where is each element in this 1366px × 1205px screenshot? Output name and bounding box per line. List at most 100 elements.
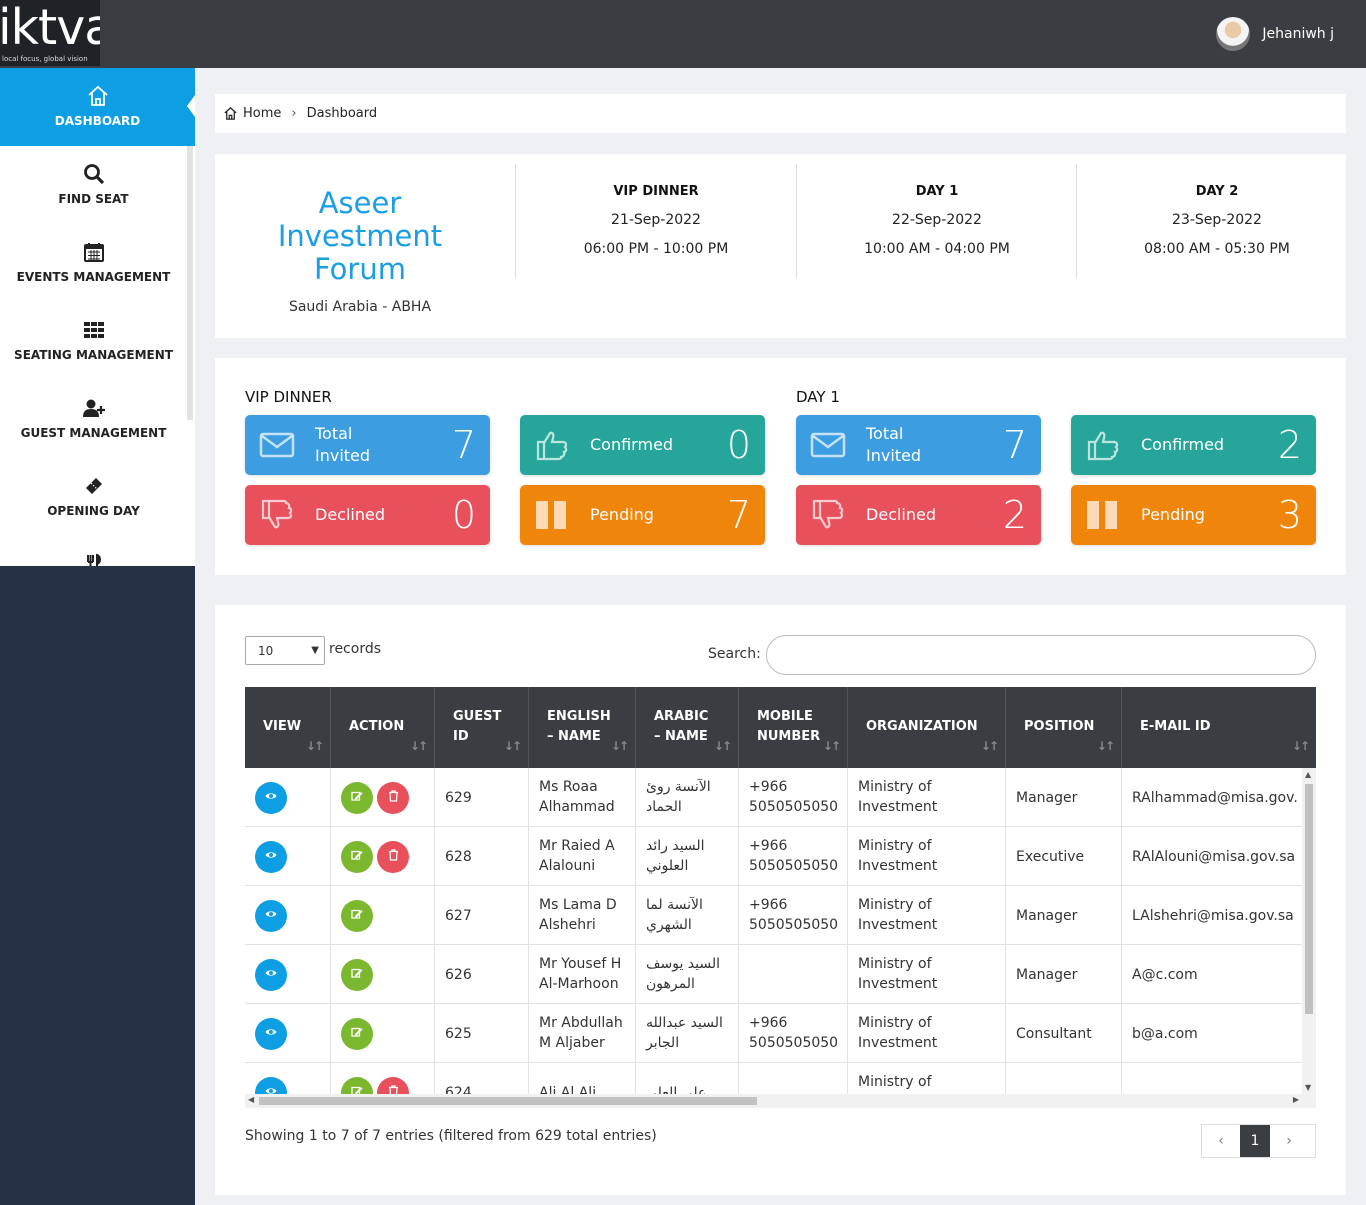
- edit-icon: [351, 850, 363, 860]
- column-header-position[interactable]: POSITION ↓↑: [1006, 687, 1122, 768]
- sidebar-item-seating-management[interactable]: SEATING MANAGEMENT: [0, 302, 187, 380]
- table-row: 626 Mr Yousef H Al-Marhoon السيد يوسف المر…: [245, 945, 1302, 1004]
- logo-tagline: local focus, global vision: [2, 55, 88, 63]
- column-header-organization[interactable]: ORGANIZATION ↓↑: [848, 687, 1006, 768]
- column-header-arabic-name[interactable]: ARABIC – NAME ↓↑: [636, 687, 739, 768]
- tile-confirmed[interactable]: Confirmed 2: [1071, 415, 1316, 475]
- scroll-down-icon[interactable]: ▼: [1305, 1083, 1312, 1092]
- scroll-left-icon[interactable]: ◀: [248, 1095, 255, 1104]
- sidebar-item-dining[interactable]: [0, 536, 187, 566]
- sidebar-item-label: FIND SEAT: [58, 192, 129, 206]
- envelope-icon: [259, 432, 295, 458]
- column-header-email[interactable]: E-MAIL ID ↓↑: [1122, 687, 1316, 768]
- scrollbar-thumb[interactable]: [259, 1097, 757, 1105]
- prev-page-button[interactable]: ‹: [1218, 1133, 1224, 1149]
- organization: Ministry of Investment: [848, 945, 1006, 1004]
- scrollbar-thumb[interactable]: [1305, 784, 1313, 1014]
- session-vip-dinner: VIP DINNER 21-Sep-2022 06:00 PM - 10:00 …: [515, 164, 796, 278]
- mobile-number: +966 5050505050: [739, 827, 848, 886]
- english-name: Mr Raied A Alalouni: [529, 827, 636, 886]
- tile-declined[interactable]: Declined 2: [796, 485, 1041, 545]
- position: Consultant: [1006, 1004, 1122, 1063]
- delete-button[interactable]: [377, 1076, 409, 1094]
- guest-id: 626: [435, 945, 529, 1004]
- breadcrumb-home-link[interactable]: Home: [243, 106, 282, 121]
- tile-declined[interactable]: Declined 0: [245, 485, 490, 545]
- session-name: DAY 1: [915, 184, 959, 199]
- arabic-name: الآنسة روئ الحماد: [636, 768, 739, 827]
- view-button[interactable]: [255, 840, 287, 873]
- view-button[interactable]: [255, 958, 287, 991]
- edit-button[interactable]: [341, 781, 373, 814]
- records-label: records: [329, 641, 382, 657]
- sidebar-item-events-management[interactable]: EVENTS MANAGEMENT: [0, 224, 187, 302]
- tile-label: Total Invited: [315, 424, 371, 465]
- brand-logo[interactable]: iktva local focus, global vision: [0, 0, 100, 66]
- sidebar-item-label: DASHBOARD: [54, 114, 141, 128]
- arabic-name: الآنسة لما الشهري: [636, 886, 739, 945]
- session-day-1: DAY 1 22-Sep-2022 10:00 AM - 04:00 PM: [796, 164, 1077, 278]
- view-button[interactable]: [255, 1017, 287, 1050]
- edit-button[interactable]: [341, 1076, 373, 1094]
- page-length-select[interactable]: 10 ▼: [245, 636, 325, 665]
- scroll-up-icon[interactable]: ▲: [1305, 770, 1312, 779]
- english-name: Mr Abdullah M Aljaber: [529, 1004, 636, 1063]
- sidebar-item-guest-management[interactable]: GUEST MANAGEMENT: [0, 380, 187, 458]
- tile-total-invited[interactable]: Total Invited 7: [796, 415, 1041, 475]
- search-input[interactable]: [766, 635, 1316, 675]
- user-menu[interactable]: Jehaniwh j: [1216, 17, 1334, 51]
- edit-button[interactable]: [341, 1017, 373, 1050]
- edit-icon: [351, 1027, 363, 1037]
- tile-confirmed[interactable]: Confirmed 0: [520, 415, 765, 475]
- column-header-view[interactable]: VIEW ↓↑: [245, 687, 331, 768]
- edit-button[interactable]: [341, 899, 373, 932]
- view-button[interactable]: [255, 781, 287, 814]
- sidebar-item-find-seat[interactable]: FIND SEAT: [0, 146, 187, 224]
- eye-icon: [265, 851, 277, 858]
- next-page-button[interactable]: ›: [1286, 1133, 1292, 1149]
- tile-label: Confirmed: [590, 435, 674, 454]
- english-name: Ali Al Ali: [529, 1063, 636, 1094]
- column-header-mobile-number[interactable]: MOBILE NUMBER ↓↑: [739, 687, 848, 768]
- sidebar-item-dashboard[interactable]: DASHBOARD: [0, 68, 195, 146]
- arabic-name: علي العلي: [636, 1063, 739, 1094]
- edit-button[interactable]: [341, 840, 373, 873]
- organization: Ministry of Investment: [848, 768, 1006, 827]
- avatar[interactable]: [1216, 17, 1251, 51]
- sidebar-scrollbar[interactable]: [187, 68, 193, 420]
- table-row: 624 Ali Al Ali علي العلي Ministry of: [245, 1063, 1302, 1094]
- tile-label: Declined: [866, 505, 936, 524]
- column-header-english-name[interactable]: ENGLISH – NAME ↓↑: [529, 687, 636, 768]
- chevron-down-icon: ▼: [311, 645, 319, 656]
- delete-button[interactable]: [377, 840, 409, 873]
- tile-total-invited[interactable]: Total Invited 7: [245, 415, 490, 475]
- column-header-action[interactable]: ACTION ↓↑: [331, 687, 435, 768]
- view-button[interactable]: [255, 899, 287, 932]
- table-horizontal-scrollbar[interactable]: ◀ ▶: [245, 1094, 1316, 1108]
- thumbs-down-icon: [812, 499, 844, 529]
- sidebar-item-opening-day[interactable]: OPENING DAY: [0, 458, 187, 536]
- edit-icon: [351, 791, 363, 801]
- edit-icon: [351, 968, 363, 978]
- user-name[interactable]: Jehaniwh j: [1262, 26, 1334, 42]
- position: Manager: [1006, 768, 1122, 827]
- tile-label: Confirmed: [1141, 435, 1225, 454]
- delete-button[interactable]: [377, 781, 409, 814]
- logo-text: iktva: [0, 0, 100, 56]
- session-name: DAY 2: [1195, 184, 1239, 199]
- tile-pending[interactable]: Pending 3: [1071, 485, 1316, 545]
- tile-pending[interactable]: Pending 7: [520, 485, 765, 545]
- scroll-right-icon[interactable]: ▶: [1292, 1095, 1299, 1104]
- tile-value: 0: [451, 493, 476, 537]
- view-button[interactable]: [255, 1076, 287, 1094]
- tile-label: Declined: [315, 505, 385, 524]
- tile-label: Total Invited: [866, 424, 922, 465]
- page-button-current[interactable]: 1: [1240, 1125, 1270, 1157]
- table-vertical-scrollbar[interactable]: ▲ ▼: [1302, 768, 1316, 1094]
- email: RAlAlouni@misa.gov.sa: [1132, 848, 1296, 865]
- edit-button[interactable]: [341, 958, 373, 991]
- table-info: Showing 1 to 7 of 7 entries (filtered fr…: [245, 1128, 657, 1144]
- thumbs-up-icon: [536, 431, 568, 461]
- column-header-guest-id[interactable]: GUEST ID ↓↑: [435, 687, 529, 768]
- sort-icon: ↓↑: [1096, 739, 1115, 753]
